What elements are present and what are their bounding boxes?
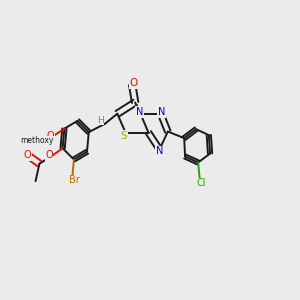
Text: H: H xyxy=(97,116,104,125)
Text: O: O xyxy=(24,150,32,160)
Text: O: O xyxy=(47,131,55,141)
Text: S: S xyxy=(121,131,127,141)
Text: Br: Br xyxy=(68,175,79,185)
Text: N: N xyxy=(136,107,143,117)
Text: Cl: Cl xyxy=(196,178,206,188)
Text: N: N xyxy=(158,107,165,117)
Text: O: O xyxy=(129,78,137,88)
Text: methoxy: methoxy xyxy=(20,136,54,145)
Text: methoxy: methoxy xyxy=(33,141,40,142)
Text: O: O xyxy=(45,150,53,160)
Text: methoxy: methoxy xyxy=(31,139,37,140)
Text: N: N xyxy=(156,146,163,156)
